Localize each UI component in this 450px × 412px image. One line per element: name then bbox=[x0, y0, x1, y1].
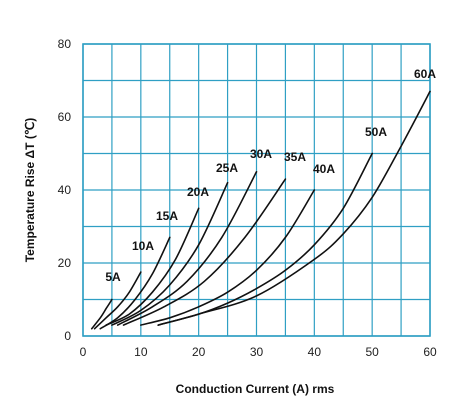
x-tick-label: 10 bbox=[134, 345, 148, 359]
x-tick-label: 60 bbox=[423, 345, 437, 359]
curve-label-40A: 40A bbox=[313, 162, 335, 176]
y-tick-label: 40 bbox=[58, 183, 72, 197]
tick-labels: 0 10 20 30 40 50 60 0 20 40 60 80 bbox=[58, 37, 437, 359]
curve-label-20A: 20A bbox=[187, 185, 209, 199]
series-line-40A bbox=[140, 189, 316, 326]
y-tick-label: 60 bbox=[58, 110, 72, 124]
x-tick-label: 0 bbox=[80, 345, 87, 359]
curve-label-35A: 35A bbox=[284, 150, 306, 164]
series-line-20A bbox=[105, 207, 200, 326]
series-line-30A bbox=[116, 171, 258, 326]
series-line-5A bbox=[90, 298, 113, 330]
series-line-25A bbox=[111, 181, 229, 326]
y-tick-label: 0 bbox=[64, 329, 71, 343]
curve-label-10A: 10A bbox=[132, 239, 154, 253]
y-tick-label: 80 bbox=[58, 37, 72, 51]
series-line-60A bbox=[157, 90, 431, 326]
grid bbox=[82, 43, 431, 337]
x-tick-label: 30 bbox=[250, 345, 264, 359]
curve-label-5A: 5A bbox=[105, 270, 121, 284]
y-tick-label: 20 bbox=[58, 256, 72, 270]
curve-label-50A: 50A bbox=[365, 125, 387, 139]
y-axis-title: Temperature Rise ΔT (℃) bbox=[23, 118, 37, 263]
series-line-10A bbox=[93, 271, 142, 330]
plot-frame bbox=[82, 43, 431, 337]
x-tick-label: 20 bbox=[192, 345, 206, 359]
curves bbox=[90, 90, 431, 330]
x-tick-label: 40 bbox=[308, 345, 322, 359]
curve-label-25A: 25A bbox=[216, 161, 238, 175]
series-line-35A bbox=[122, 178, 287, 326]
curve-label-15A: 15A bbox=[156, 209, 178, 223]
x-axis-title: Conduction Current (A) rms bbox=[176, 382, 335, 396]
curve-label-30A: 30A bbox=[250, 147, 272, 161]
x-tick-label: 50 bbox=[365, 345, 379, 359]
curve-label-60A: 60A bbox=[414, 67, 436, 81]
curve-labels: 5A 10A 15A 20A 25A 30A 35A 40A 50A 60A bbox=[105, 67, 436, 284]
